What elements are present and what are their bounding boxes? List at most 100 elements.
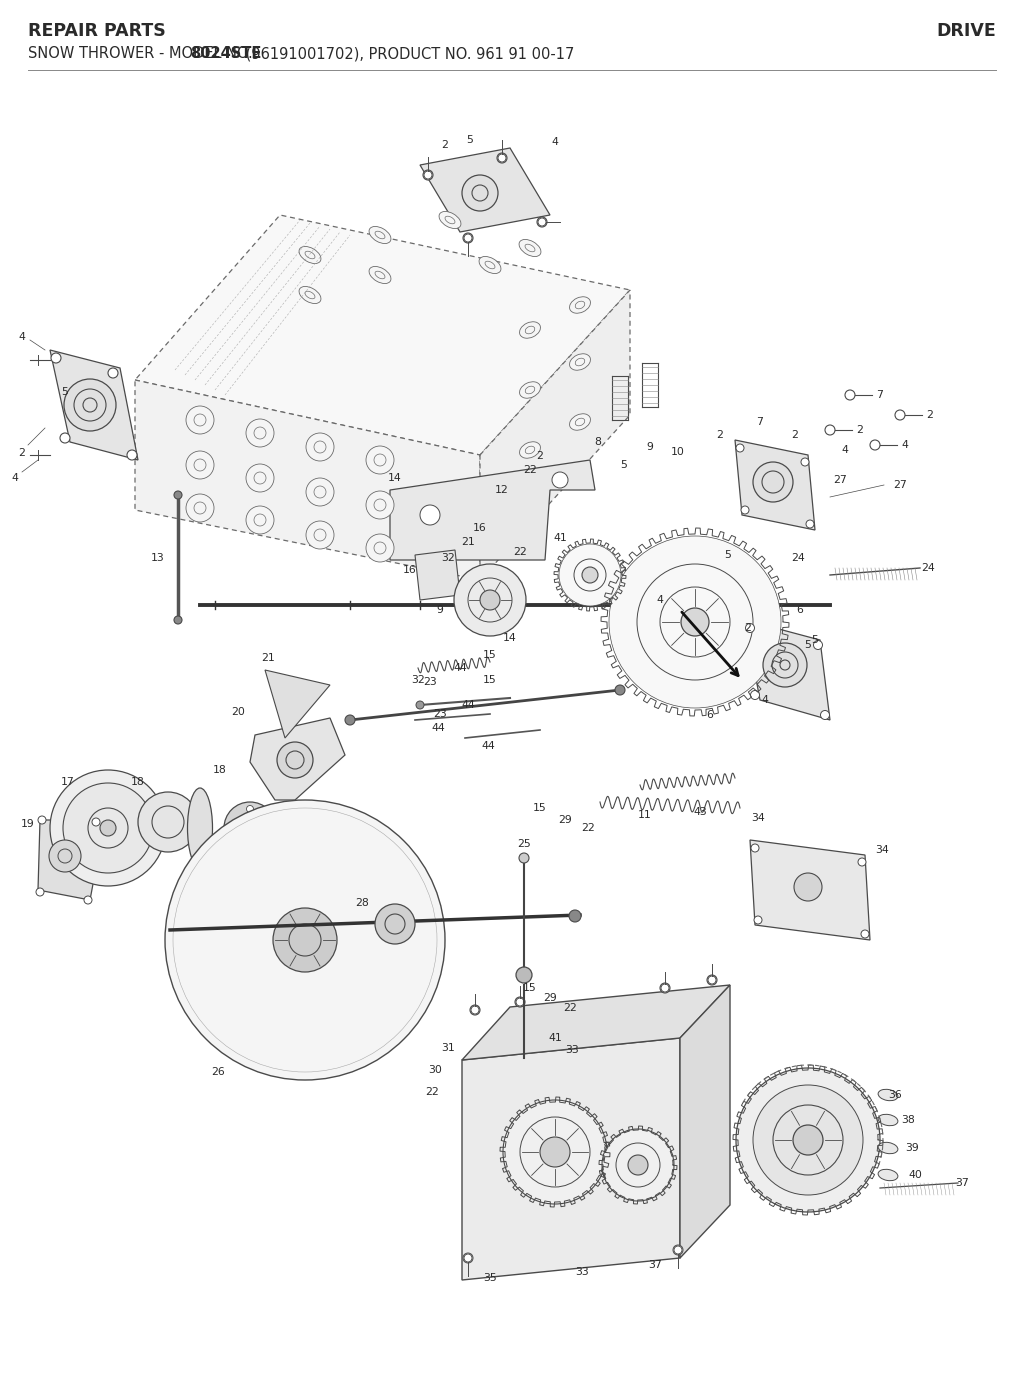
Text: 9: 9 bbox=[436, 604, 443, 615]
Text: 12: 12 bbox=[496, 484, 509, 495]
Circle shape bbox=[673, 1245, 683, 1254]
Text: 4: 4 bbox=[552, 137, 558, 148]
Text: 44: 44 bbox=[481, 741, 495, 751]
Text: 23: 23 bbox=[433, 709, 446, 719]
Circle shape bbox=[858, 858, 866, 867]
Circle shape bbox=[615, 684, 625, 696]
Text: 21: 21 bbox=[461, 537, 475, 546]
Text: 24: 24 bbox=[922, 563, 935, 573]
Circle shape bbox=[265, 824, 272, 832]
Text: 24: 24 bbox=[792, 553, 805, 563]
Circle shape bbox=[538, 218, 546, 226]
Circle shape bbox=[754, 916, 762, 925]
Polygon shape bbox=[38, 820, 105, 900]
Circle shape bbox=[515, 996, 525, 1007]
Text: 2: 2 bbox=[856, 425, 863, 435]
Circle shape bbox=[423, 170, 433, 179]
Circle shape bbox=[793, 1125, 823, 1155]
Text: 11: 11 bbox=[638, 810, 652, 820]
Text: 2: 2 bbox=[744, 622, 752, 633]
Text: 44: 44 bbox=[461, 700, 475, 709]
Text: 44: 44 bbox=[431, 723, 444, 733]
Circle shape bbox=[674, 1246, 682, 1254]
Text: 2: 2 bbox=[18, 448, 26, 458]
Circle shape bbox=[306, 433, 334, 461]
Ellipse shape bbox=[439, 211, 461, 229]
Text: 2: 2 bbox=[537, 451, 544, 461]
Text: 18: 18 bbox=[131, 777, 144, 787]
Circle shape bbox=[366, 446, 394, 473]
Text: 5: 5 bbox=[621, 460, 628, 471]
Polygon shape bbox=[135, 380, 480, 580]
Circle shape bbox=[246, 464, 274, 493]
Text: 33: 33 bbox=[565, 1045, 579, 1054]
Text: 36: 36 bbox=[888, 1090, 902, 1100]
Ellipse shape bbox=[299, 247, 321, 264]
Text: REPAIR PARTS: REPAIR PARTS bbox=[28, 22, 166, 40]
Circle shape bbox=[480, 591, 500, 610]
Circle shape bbox=[306, 522, 334, 549]
Ellipse shape bbox=[569, 414, 591, 431]
Circle shape bbox=[186, 406, 214, 433]
Text: SNOW THROWER - MODEL NO.: SNOW THROWER - MODEL NO. bbox=[28, 46, 257, 61]
Text: 15: 15 bbox=[534, 803, 547, 813]
Circle shape bbox=[416, 701, 424, 709]
Circle shape bbox=[707, 976, 717, 985]
Circle shape bbox=[569, 909, 581, 922]
Circle shape bbox=[186, 451, 214, 479]
Text: 22: 22 bbox=[425, 1087, 439, 1097]
Text: 4: 4 bbox=[762, 696, 768, 705]
Text: 14: 14 bbox=[503, 633, 517, 643]
Polygon shape bbox=[735, 440, 815, 530]
Circle shape bbox=[628, 1155, 648, 1174]
Circle shape bbox=[49, 840, 81, 872]
Text: 41: 41 bbox=[553, 533, 567, 542]
Ellipse shape bbox=[879, 1143, 898, 1154]
Text: 34: 34 bbox=[752, 813, 765, 822]
Text: 9: 9 bbox=[646, 442, 653, 453]
Polygon shape bbox=[415, 551, 460, 600]
Text: 4: 4 bbox=[901, 440, 908, 450]
Text: 27: 27 bbox=[834, 475, 847, 484]
Ellipse shape bbox=[369, 226, 391, 243]
Circle shape bbox=[519, 853, 529, 862]
Circle shape bbox=[471, 1006, 479, 1014]
Text: 2: 2 bbox=[927, 410, 934, 420]
Circle shape bbox=[801, 458, 809, 466]
Text: 6: 6 bbox=[797, 604, 804, 615]
Text: 37: 37 bbox=[955, 1179, 969, 1188]
Circle shape bbox=[345, 715, 355, 724]
Circle shape bbox=[516, 967, 532, 983]
Text: 44: 44 bbox=[454, 662, 467, 673]
Ellipse shape bbox=[299, 287, 321, 304]
Ellipse shape bbox=[879, 1114, 898, 1126]
Text: DRIVE: DRIVE bbox=[936, 22, 996, 40]
Circle shape bbox=[247, 806, 254, 813]
Text: (96191001702), PRODUCT NO. 961 91 00-17: (96191001702), PRODUCT NO. 961 91 00-17 bbox=[241, 46, 574, 61]
Circle shape bbox=[224, 802, 276, 854]
Circle shape bbox=[540, 1137, 570, 1167]
Ellipse shape bbox=[479, 257, 501, 273]
Text: 20: 20 bbox=[231, 707, 245, 718]
Text: 5: 5 bbox=[467, 135, 473, 145]
Ellipse shape bbox=[187, 788, 213, 868]
Text: 5: 5 bbox=[725, 551, 731, 560]
Circle shape bbox=[306, 477, 334, 506]
Ellipse shape bbox=[879, 1089, 898, 1101]
Circle shape bbox=[63, 380, 116, 431]
Text: 27: 27 bbox=[893, 480, 907, 490]
Text: 5: 5 bbox=[805, 640, 811, 650]
Text: 43: 43 bbox=[693, 807, 707, 817]
Text: 15: 15 bbox=[483, 675, 497, 684]
Circle shape bbox=[63, 782, 153, 874]
Text: 32: 32 bbox=[411, 675, 425, 684]
Ellipse shape bbox=[519, 322, 541, 338]
Circle shape bbox=[38, 816, 46, 824]
Ellipse shape bbox=[519, 442, 541, 458]
Circle shape bbox=[537, 217, 547, 226]
Circle shape bbox=[470, 1005, 480, 1016]
Polygon shape bbox=[250, 718, 345, 800]
Circle shape bbox=[820, 711, 829, 719]
Circle shape bbox=[736, 1068, 880, 1212]
Text: 28: 28 bbox=[355, 898, 369, 908]
